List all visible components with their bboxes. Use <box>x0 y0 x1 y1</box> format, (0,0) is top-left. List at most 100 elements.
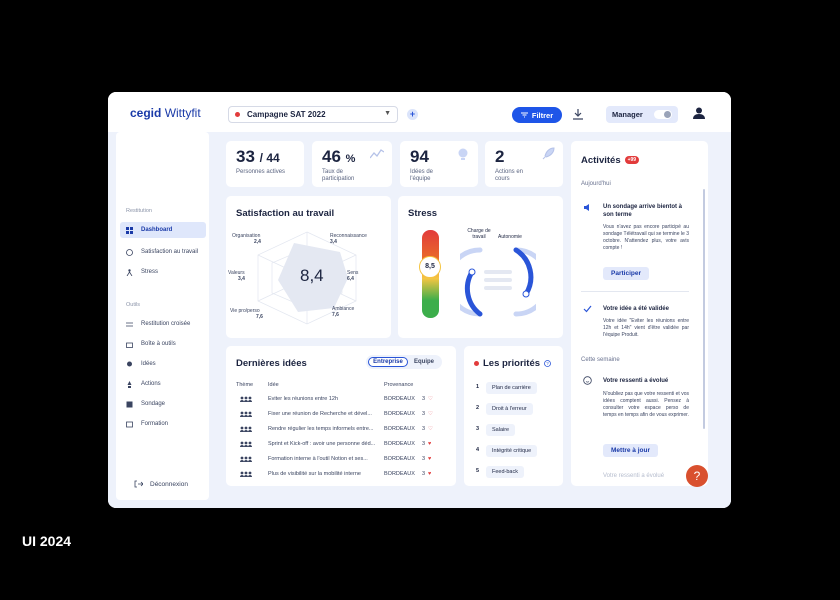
radar-score-shape <box>278 243 348 312</box>
idea-votes: 3 <box>422 426 426 432</box>
stat-suffix: % <box>345 153 356 165</box>
main-area: Restitution Dashboard Satisfaction au tr… <box>108 132 731 508</box>
idea-origin: BORDEAUX <box>384 411 415 417</box>
heart-icon[interactable]: ♥ <box>428 441 432 447</box>
chevron-down-icon: ▼ <box>384 110 391 117</box>
stat-card-active: 33 / 44 Personnes actives <box>226 141 304 187</box>
rocket-icon <box>542 147 555 160</box>
table-row[interactable]: Rendre régulier les temps informels entr… <box>236 426 446 437</box>
help-button[interactable]: ? <box>686 465 708 487</box>
tab-entreprise[interactable]: Entreprise <box>368 357 408 367</box>
activity-text: N'oubliez pas que votre ressenti et vos … <box>603 391 689 418</box>
priority-rank: 4 <box>476 447 480 453</box>
heart-icon[interactable]: ♥ <box>428 456 432 462</box>
table-row[interactable]: Fixer une réunion de Recherche et dével.… <box>236 411 446 422</box>
rocket-icon <box>127 380 132 388</box>
filter-button[interactable]: Filtrer <box>512 107 562 123</box>
sidebar-item-actions[interactable]: Actions <box>120 376 206 392</box>
manager-toggle[interactable]: Manager <box>606 106 678 123</box>
activity-title: Votre ressenti a évolué <box>603 378 669 384</box>
ideas-card: Dernières idées Entreprise Equipe Thème … <box>226 346 456 486</box>
section-today: Aujourd'hui <box>581 181 611 187</box>
logout-button[interactable]: Déconnexion <box>134 480 188 488</box>
user-icon[interactable] <box>692 106 706 120</box>
sidebar-item-idees[interactable]: Idées <box>120 356 206 372</box>
participate-button[interactable]: Participer <box>603 267 649 280</box>
stat-card-ideas: 94 Idées de l'équipe <box>400 141 478 187</box>
gauge-label-autonomie: Autonomie <box>498 234 522 240</box>
activities-badge: +99 <box>624 156 640 165</box>
heart-icon[interactable]: ♥ <box>428 471 432 477</box>
idea-text: Formation interne à l'outil Notion et se… <box>268 456 368 462</box>
satisfaction-score: 8,4 <box>300 266 324 285</box>
help-icon[interactable]: ? <box>544 360 551 367</box>
radar-label-organisation: Organisation 2,4 <box>232 233 261 245</box>
toggle-switch[interactable] <box>654 110 672 119</box>
activity-title: Un sondage arrive bientot à son terme <box>603 204 683 218</box>
sidebar-item-stress[interactable]: Stress <box>120 264 206 280</box>
table-header: Thème Idée Provenance <box>236 382 446 393</box>
sidebar-item-sondage[interactable]: Sondage <box>120 396 206 412</box>
card-title: Satisfaction au travail <box>236 208 335 219</box>
heart-icon[interactable]: ♡ <box>428 411 433 417</box>
dashboard-icon <box>126 226 133 234</box>
app-window: cegid Wittyfit Campagne SAT 2022 ▼ + Fil… <box>108 92 731 508</box>
card-title: Stress <box>408 208 438 219</box>
book-icon <box>126 421 133 427</box>
add-campaign-button[interactable]: + <box>407 109 418 120</box>
lightbulb-icon <box>127 361 132 366</box>
sidebar-item-satisfaction[interactable]: Satisfaction au travail <box>120 244 206 260</box>
heart-icon[interactable]: ♡ <box>428 396 433 402</box>
stat-value: 33 <box>236 147 255 166</box>
idea-text: Sprint et Kick-off : avoir une personne … <box>268 441 376 447</box>
priorities-card: Les priorités ? 1 Plan de carrière 2 Droit … <box>464 346 563 486</box>
table-row[interactable]: Eviter les réunions entre 12h BORDEAUX 3 ♡ <box>236 396 446 407</box>
update-button[interactable]: Mettre à jour <box>603 444 659 457</box>
radar-chart <box>257 231 357 325</box>
stat-value: 46 <box>322 147 341 166</box>
priority-rank: 2 <box>476 405 480 411</box>
idea-votes: 3 <box>422 456 426 462</box>
logout-icon <box>134 480 143 488</box>
sidebar-section-restitution: Restitution <box>126 208 152 214</box>
campaign-label: Campagne SAT 2022 <box>247 110 326 119</box>
stat-label: Idées de l'équipe <box>410 169 434 182</box>
theme-icon <box>240 456 252 464</box>
activity-title: Votre ressenti a évolué <box>603 473 665 479</box>
idea-text: Plus de visibilité sur la mobilité inter… <box>268 471 361 477</box>
trend-icon <box>370 149 384 159</box>
sidebar-item-boite-outils[interactable]: Boîte à outils <box>120 336 206 352</box>
priority-label: Plan de carrière <box>486 382 537 394</box>
theme-icon <box>240 471 252 479</box>
stress-score: 8,5 <box>419 255 441 278</box>
priority-rank: 1 <box>476 384 480 390</box>
radar-label-valeurs: Valeurs 3,4 <box>228 270 245 282</box>
theme-icon <box>240 396 252 404</box>
caption: UI 2024 <box>22 533 72 549</box>
tab-equipe[interactable]: Equipe <box>414 359 435 365</box>
megaphone-icon <box>584 204 589 211</box>
table-row[interactable]: Sprint et Kick-off : avoir une personne … <box>236 441 446 452</box>
download-icon[interactable] <box>572 108 584 121</box>
sidebar-item-dashboard[interactable]: Dashboard <box>120 222 206 238</box>
divider <box>581 291 689 292</box>
section-week: Cette semaine <box>581 357 620 363</box>
activities-panel: Activités +99 Aujourd'hui Un sondage arri… <box>571 141 708 486</box>
svg-text:?: ? <box>546 361 549 366</box>
campaign-select[interactable]: Campagne SAT 2022 ▼ <box>228 106 398 123</box>
table-row[interactable]: Plus de visibilité sur la mobilité inter… <box>236 471 446 482</box>
sidebar-item-restitution-croisee[interactable]: Restitution croisée <box>120 316 206 332</box>
stat-label: Taux de participation <box>322 169 355 182</box>
radar-label-sens: Sens 6,4 <box>347 270 359 282</box>
status-dot <box>235 112 240 117</box>
idea-origin: BORDEAUX <box>384 456 415 462</box>
activities-title: Activités +99 <box>581 155 640 166</box>
idea-text: Fixer une réunion de Recherche et dével.… <box>268 411 372 417</box>
sidebar-item-formation[interactable]: Formation <box>120 416 206 432</box>
sidebar-section-outils: Outils <box>126 302 141 308</box>
sidebar: Restitution Dashboard Satisfaction au tr… <box>116 132 209 500</box>
radar-label-reconnaissance: Reconnaissance 3,4 <box>330 233 367 245</box>
scrollbar[interactable] <box>703 189 705 429</box>
heart-icon[interactable]: ♡ <box>428 426 433 432</box>
table-row[interactable]: Formation interne à l'outil Notion et se… <box>236 456 446 467</box>
